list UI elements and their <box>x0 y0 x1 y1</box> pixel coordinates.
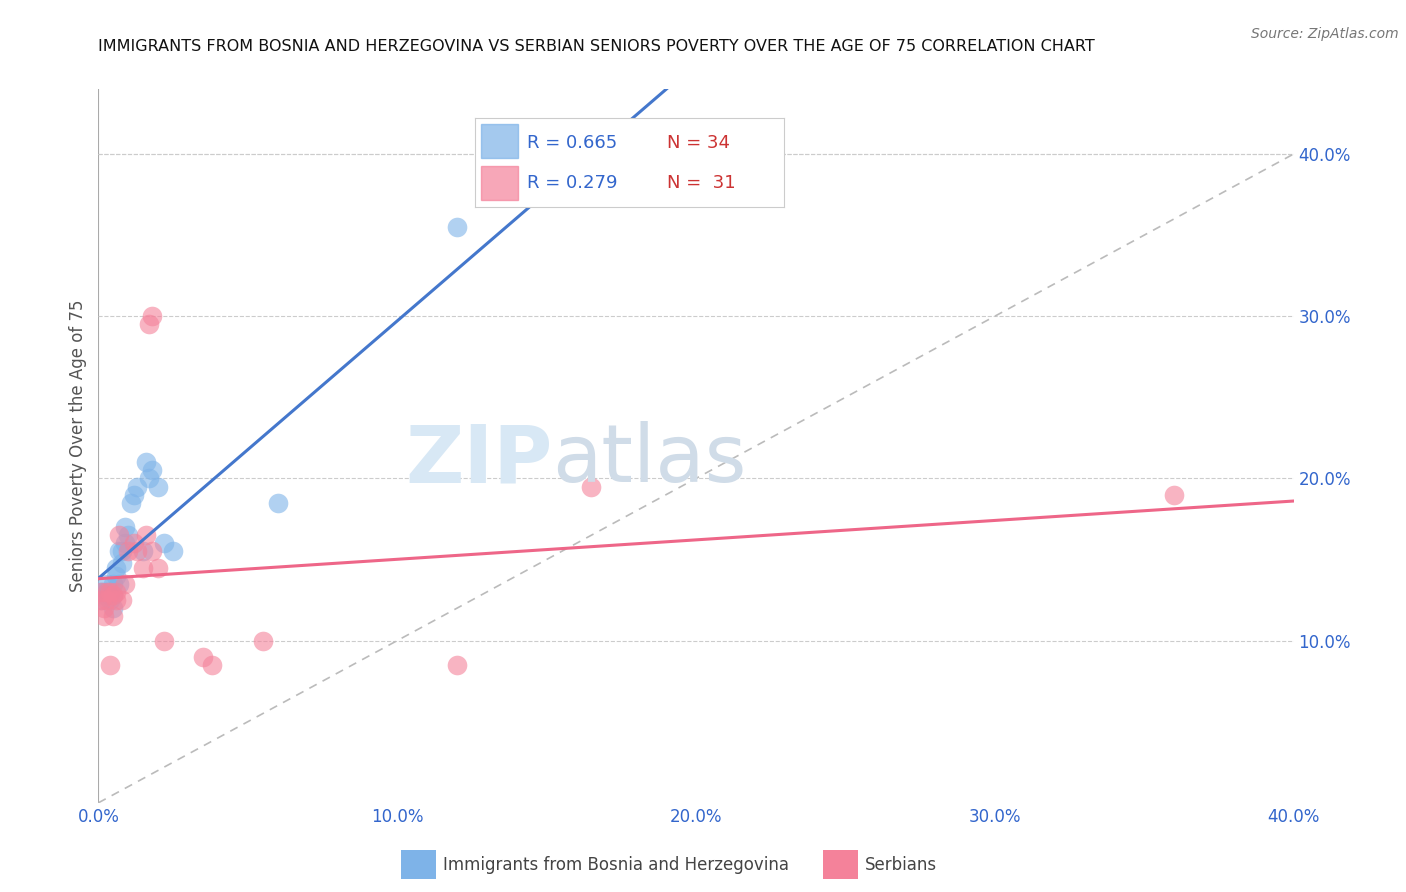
Point <box>138 471 160 485</box>
Text: atlas: atlas <box>553 421 747 500</box>
Point <box>135 528 157 542</box>
Point <box>108 544 131 558</box>
Point <box>1163 488 1185 502</box>
Point <box>90 585 112 599</box>
Point <box>162 544 184 558</box>
Point <box>103 588 125 602</box>
Text: N = 34: N = 34 <box>666 134 730 152</box>
Point <box>267 496 290 510</box>
Text: N =  31: N = 31 <box>666 174 735 192</box>
Text: Source: ZipAtlas.com: Source: ZipAtlas.com <box>1251 27 1399 41</box>
Point <box>114 577 136 591</box>
Point <box>111 593 134 607</box>
Bar <box>481 124 519 158</box>
Point <box>100 585 122 599</box>
Point <box>90 585 112 599</box>
Y-axis label: Seniors Poverty Over the Age of 75: Seniors Poverty Over the Age of 75 <box>69 300 87 592</box>
Point <box>141 544 163 558</box>
Point <box>105 560 128 574</box>
Point <box>111 556 134 570</box>
Point <box>90 593 112 607</box>
Point <box>108 528 131 542</box>
Point <box>114 536 136 550</box>
Point <box>105 585 128 599</box>
Point <box>100 593 122 607</box>
Point <box>117 544 139 558</box>
Point <box>93 585 115 599</box>
Point <box>96 585 118 599</box>
Point <box>626 131 648 145</box>
Point <box>446 657 468 672</box>
Point <box>100 585 122 599</box>
Point <box>100 657 122 672</box>
Text: R = 0.665: R = 0.665 <box>527 134 617 152</box>
Text: R = 0.279: R = 0.279 <box>527 174 619 192</box>
Point <box>127 479 149 493</box>
Point <box>93 609 115 624</box>
Point <box>103 588 125 602</box>
Point <box>105 568 128 582</box>
Point <box>96 593 118 607</box>
Point <box>201 657 224 672</box>
Point <box>141 463 163 477</box>
Point <box>93 588 115 602</box>
Point <box>135 455 157 469</box>
Text: Immigrants from Bosnia and Herzegovina: Immigrants from Bosnia and Herzegovina <box>443 856 789 874</box>
Point <box>148 560 170 574</box>
Text: Serbians: Serbians <box>865 856 936 874</box>
Text: ZIP: ZIP <box>405 421 553 500</box>
Point <box>96 585 118 599</box>
Point <box>124 488 146 502</box>
Point <box>191 649 214 664</box>
Point <box>132 560 155 574</box>
Point <box>581 479 603 493</box>
Point <box>127 544 149 558</box>
Point <box>103 601 125 615</box>
Point <box>153 536 176 550</box>
Point <box>103 577 125 591</box>
Point <box>141 310 163 324</box>
Point <box>90 593 112 607</box>
Point <box>93 601 115 615</box>
Point <box>114 520 136 534</box>
Point <box>103 609 125 624</box>
Point <box>153 633 176 648</box>
Point <box>138 318 160 332</box>
Point <box>96 577 118 591</box>
Point <box>96 588 118 602</box>
Point <box>124 536 146 550</box>
Point <box>117 528 139 542</box>
Point <box>108 577 131 591</box>
Text: IMMIGRANTS FROM BOSNIA AND HERZEGOVINA VS SERBIAN SENIORS POVERTY OVER THE AGE O: IMMIGRANTS FROM BOSNIA AND HERZEGOVINA V… <box>98 38 1095 54</box>
Bar <box>481 166 519 200</box>
Point <box>446 220 468 235</box>
Point <box>120 496 142 510</box>
Point <box>111 544 134 558</box>
Point <box>148 479 170 493</box>
Point <box>132 544 155 558</box>
Point <box>105 593 128 607</box>
Point <box>252 633 274 648</box>
